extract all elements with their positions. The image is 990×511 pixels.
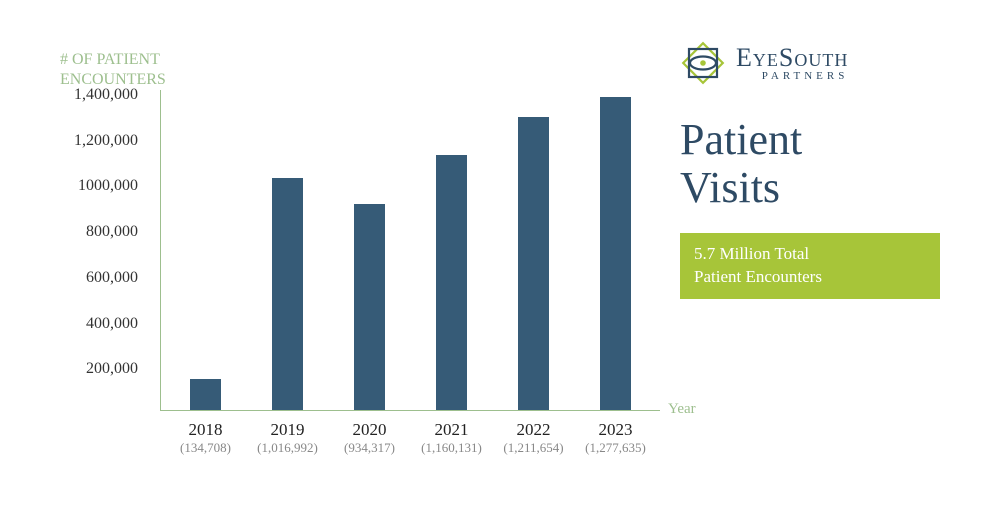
y-tick-labels: 1,400,0001,200,0001000,000800,000600,000… [60, 95, 150, 405]
x-axis-title: Year [668, 401, 696, 418]
bar [600, 97, 631, 410]
x-label: 2018(134,708) [180, 420, 231, 456]
title-line2: Visits [680, 163, 780, 212]
y-tick-label: 600,000 [60, 269, 138, 287]
x-label: 2019(1,016,992) [257, 420, 318, 456]
x-label: 2023(1,277,635) [585, 420, 646, 456]
brand-name: EYESOUTH [736, 44, 848, 71]
brand-sub: PARTNERS [736, 71, 848, 83]
highlight-box: 5.7 Million Total Patient Encounters [680, 233, 940, 299]
y-tick-label: 1,200,000 [60, 132, 138, 150]
x-label: 2020(934,317) [344, 420, 395, 456]
bar [518, 117, 549, 410]
bar [354, 204, 385, 410]
brand-text: EYESOUTH PARTNERS [736, 44, 848, 83]
x-year: 2022 [503, 420, 563, 440]
eye-logo-icon [680, 40, 726, 86]
plot-area [160, 90, 650, 410]
x-value: (1,211,654) [503, 440, 563, 456]
x-value: (934,317) [344, 440, 395, 456]
x-year: 2019 [257, 420, 318, 440]
bar [272, 178, 303, 410]
highlight-line2: Patient Encounters [694, 267, 822, 286]
title-line1: Patient [680, 115, 802, 164]
x-value: (1,277,635) [585, 440, 646, 456]
x-year: 2018 [180, 420, 231, 440]
y-tick-label: 800,000 [60, 223, 138, 241]
x-year: 2020 [344, 420, 395, 440]
y-tick-label: 1,400,000 [60, 86, 138, 104]
bar [190, 379, 221, 410]
y-tick-label: 200,000 [60, 360, 138, 378]
x-value: (1,160,131) [421, 440, 482, 456]
y-tick-label: 1000,000 [60, 177, 138, 195]
brand-logo: EYESOUTH PARTNERS [680, 40, 960, 86]
x-axis-line [160, 410, 660, 411]
side-panel: EYESOUTH PARTNERS Patient Visits 5.7 Mil… [680, 40, 960, 299]
x-label: 2021(1,160,131) [421, 420, 482, 456]
page-title: Patient Visits [680, 116, 960, 213]
x-year: 2023 [585, 420, 646, 440]
chart-container: # OF PATIENT ENCOUNTERS 1,400,000 1,200,0… [60, 50, 680, 470]
x-tick-labels: 2018(134,708) 2019(1,016,992) 2020(934,317… [160, 420, 650, 470]
bar [436, 155, 467, 410]
x-year: 2021 [421, 420, 482, 440]
y-tick-label: 400,000 [60, 315, 138, 333]
highlight-line1: 5.7 Million Total [694, 244, 809, 263]
y-title-line1: # OF PATIENT [60, 51, 160, 68]
x-value: (134,708) [180, 440, 231, 456]
x-label: 2022(1,211,654) [503, 420, 563, 456]
y-axis-title: # OF PATIENT ENCOUNTERS [60, 50, 166, 90]
x-value: (1,016,992) [257, 440, 318, 456]
